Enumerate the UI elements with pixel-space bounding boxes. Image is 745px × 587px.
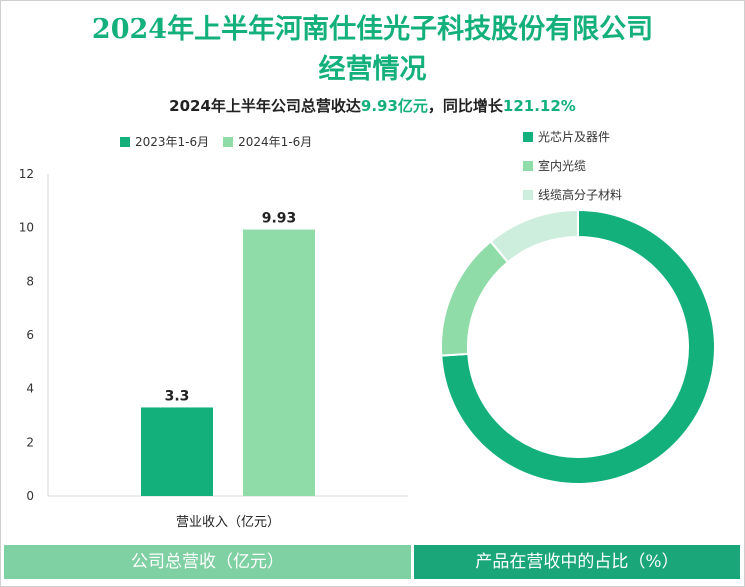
chart-title-line-2: 经营情况 [318,54,427,85]
slice-optical-chips [440,208,716,485]
pie-legend: 光芯片及器件 室内光缆 线缆高分子材料 [523,128,622,215]
chart-subtitle: 2024年上半年公司总营收达9.93亿元，同比增长121.12% [0,95,745,117]
bar-legend: 2023年1-6月 2024年1-6月 [120,133,312,150]
legend-label-polymer-materials: 线缆高分子材料 [538,188,623,202]
donut-chart [440,208,716,485]
bar-2023 [141,407,213,496]
legend-label-2024: 2024年1-6月 [238,135,313,149]
slice-indoor-cable [440,240,510,357]
legend-item-2023: 2023年1-6月 [120,133,209,150]
y-tick-label: 12 [19,167,34,181]
subtitle-mid: ，同比增长 [427,97,503,115]
legend-item-2024: 2024年1-6月 [223,133,312,150]
legend-swatch-2024 [223,136,234,147]
x-axis-label: 营业收入（亿元） [176,515,280,530]
y-tick-label: 10 [19,221,34,235]
subtitle-prefix: 2024年上半年公司总营收达 [169,97,361,115]
legend-label-optical-chips: 光芯片及器件 [538,130,611,144]
legend-swatch-2023 [120,136,130,147]
slice-polymer-materials [489,208,579,264]
subtitle-revenue: 9.93亿元 [360,97,428,115]
subtitle-growth: 121.12% [502,97,576,115]
legend-swatch-indoor-cable [523,160,533,171]
data-label-2023: 3.3 [165,388,190,404]
y-tick-label: 8 [26,274,34,288]
bar-2024 [243,229,315,497]
footer-share-caption: 产品在营收中的占比（%） [414,545,740,579]
legend-item-optical-chips: 光芯片及器件 [523,128,622,145]
legend-label-indoor-cable: 室内光缆 [538,159,587,173]
bar-chart: 0 2 4 6 8 10 12 3.3 9.93 营业收入（亿元） [19,167,408,530]
legend-item-indoor-cable: 室内光缆 [523,157,622,174]
footer-revenue-caption: 公司总营收（亿元） [4,545,411,579]
legend-swatch-optical-chips [523,131,533,142]
legend-swatch-polymer-materials [523,189,533,200]
y-tick-label: 0 [26,489,34,503]
legend-label-2023: 2023年1-6月 [135,135,210,149]
y-tick-label: 6 [26,328,34,342]
y-tick-label: 2 [26,435,34,449]
y-tick-label: 4 [26,382,34,396]
chart-title-line-1: 2024年上半年河南仕佳光子科技股份有限公司 [91,14,654,45]
legend-item-polymer-materials: 线缆高分子材料 [523,186,622,203]
data-label-2024: 9.93 [262,211,297,227]
